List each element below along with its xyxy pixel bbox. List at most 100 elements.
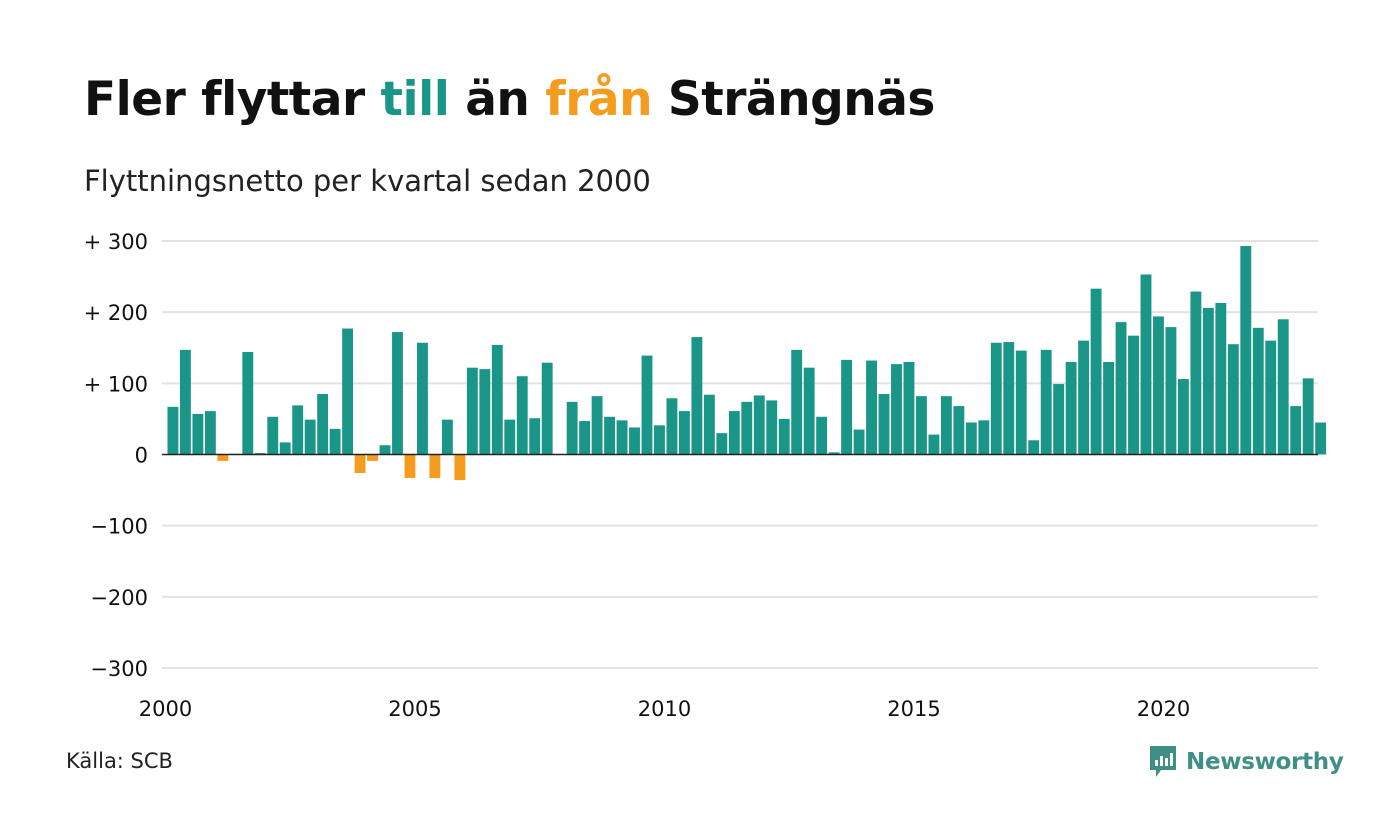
- bar: [1315, 422, 1327, 455]
- bar: [1140, 274, 1152, 455]
- bar: [965, 422, 977, 455]
- source-note: Källa: SCB: [66, 749, 173, 773]
- bar: [579, 421, 591, 455]
- bar: [629, 427, 640, 455]
- bar: [728, 411, 740, 455]
- bar: [1090, 288, 1102, 455]
- chart-subtitle: Flyttningsnetto per kvartal sedan 2000: [84, 164, 651, 198]
- bar: [1190, 291, 1202, 455]
- bar: [1153, 316, 1164, 455]
- bar: [891, 364, 902, 455]
- bar: [1103, 361, 1115, 455]
- bar: [841, 359, 853, 455]
- bar: [479, 369, 491, 455]
- x-tick-label: 2000: [139, 697, 192, 721]
- y-tick-label: + 100: [84, 372, 148, 396]
- bar: [1202, 307, 1214, 455]
- bar: [317, 394, 329, 455]
- bar: [354, 454, 366, 473]
- y-tick-label: + 300: [84, 230, 148, 254]
- bar: [1227, 344, 1239, 455]
- bar: [978, 420, 990, 455]
- bar: [1128, 335, 1139, 455]
- x-tick-label: 2020: [1137, 697, 1190, 721]
- bar: [766, 400, 778, 455]
- bar: [691, 337, 703, 455]
- bar: [678, 411, 690, 455]
- title-part-3: än: [449, 72, 546, 127]
- y-tick-label: + 200: [84, 301, 148, 325]
- bar: [529, 418, 541, 455]
- bar: [1290, 406, 1302, 455]
- bar: [329, 428, 341, 455]
- y-axis-labels: + 300 + 200 + 100 0 −100 −200 −300: [84, 230, 148, 681]
- title-part-fran: från: [545, 72, 653, 127]
- bar: [803, 367, 815, 455]
- bar: [392, 332, 403, 455]
- bar: [1040, 349, 1052, 455]
- y-tick-label: 0: [135, 444, 148, 468]
- y-tick-label: −300: [90, 657, 148, 681]
- bar: [279, 442, 291, 455]
- bar: [304, 419, 316, 455]
- bars: [167, 245, 1327, 481]
- bar: [654, 425, 665, 455]
- bar: [641, 355, 653, 455]
- bar: [516, 376, 528, 455]
- title-part-5: Strängnäs: [652, 72, 935, 127]
- bar: [604, 416, 616, 455]
- bar: [616, 420, 628, 455]
- bar: [791, 349, 803, 455]
- bar: [217, 454, 229, 461]
- x-axis-labels: 2000 2005 2010 2015 2020: [139, 697, 1190, 721]
- y-tick-label: −200: [90, 586, 148, 610]
- bar: [267, 416, 279, 455]
- bar: [666, 398, 678, 455]
- y-tick-label: −100: [90, 515, 148, 539]
- bar: [928, 434, 940, 455]
- bar: [1078, 340, 1090, 455]
- bar: [404, 454, 416, 478]
- bar: [591, 396, 603, 455]
- bar: [1165, 327, 1177, 455]
- bar: [1065, 361, 1077, 455]
- bar: [541, 362, 553, 455]
- bar: [204, 411, 216, 455]
- bar: [953, 406, 965, 455]
- x-tick-label: 2005: [388, 697, 441, 721]
- bar: [703, 394, 715, 455]
- bar: [1177, 379, 1189, 455]
- title-part-till: till: [380, 72, 450, 127]
- bar: [816, 416, 828, 455]
- newsworthy-logo-text: Newsworthy: [1186, 749, 1344, 775]
- bar: [292, 405, 304, 455]
- bar: [741, 401, 753, 455]
- bar: [342, 328, 354, 455]
- bar: [778, 418, 790, 455]
- bar: [716, 433, 728, 455]
- bar: [379, 445, 391, 455]
- bar: [1053, 384, 1065, 455]
- bar: [753, 395, 765, 455]
- bar: [903, 361, 915, 455]
- bar: [1003, 342, 1015, 455]
- bar: [491, 344, 503, 455]
- bar: [429, 454, 441, 478]
- x-tick-label: 2010: [638, 697, 691, 721]
- bar: [417, 342, 428, 455]
- bar: [192, 413, 204, 455]
- bar: [853, 429, 865, 455]
- bar: [940, 396, 952, 455]
- bar: [1277, 319, 1289, 455]
- newsworthy-logo: Newsworthy: [1148, 744, 1344, 780]
- bar: [466, 367, 478, 455]
- bar: [1115, 322, 1127, 455]
- bar: [242, 352, 254, 455]
- bar: [878, 394, 890, 455]
- bar: [1302, 378, 1314, 455]
- bar: [367, 454, 378, 461]
- bar: [167, 406, 179, 455]
- bar: [454, 454, 466, 481]
- bar: [1265, 340, 1277, 455]
- bar: [866, 360, 877, 455]
